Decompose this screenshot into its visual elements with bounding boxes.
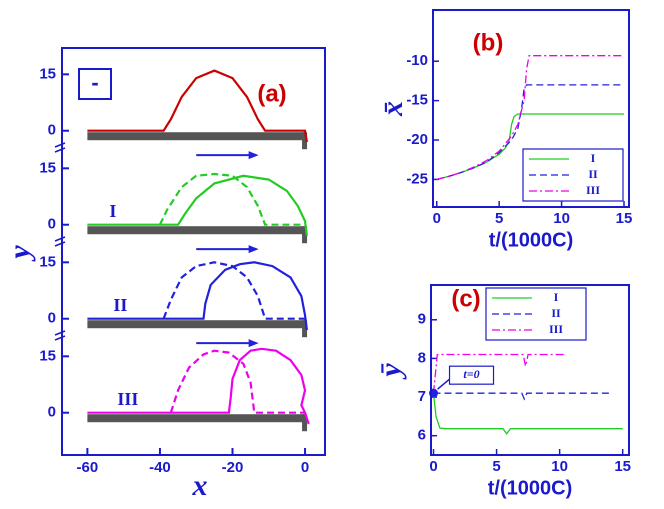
- frame: [61, 47, 326, 456]
- series-line: [87, 261, 308, 331]
- y-tick-label: 15: [39, 253, 56, 270]
- substrate-wall: [302, 320, 308, 338]
- annotation-box: [448, 365, 495, 385]
- y-tick-label: -15: [406, 92, 428, 109]
- annotation: -: [91, 70, 98, 95]
- x-tick-label: 5: [495, 210, 503, 227]
- series-line: [436, 55, 624, 181]
- y-axis-label: y: [3, 245, 36, 262]
- y-tick-label: 0: [48, 122, 56, 139]
- panel-label: I: [109, 201, 116, 221]
- frame: [430, 284, 630, 456]
- y-tick-label: -20: [406, 131, 428, 148]
- x-tick-label: -60: [77, 459, 99, 476]
- frame: [432, 9, 630, 208]
- legend-label: I: [591, 151, 596, 165]
- series-line: [87, 347, 310, 425]
- panel-label: III: [117, 389, 138, 409]
- x-tick-label: 15: [614, 458, 631, 475]
- series-line: [432, 353, 566, 394]
- arrow-head: [248, 151, 259, 160]
- substrate: [87, 414, 307, 423]
- y-tick-label: 6: [418, 427, 426, 444]
- y-tick-label: 8: [418, 349, 426, 366]
- legend-label: II: [551, 306, 561, 320]
- substrate: [87, 226, 307, 235]
- series-line: [433, 392, 611, 401]
- legend-box: [522, 148, 624, 202]
- x-tick-label: 5: [492, 458, 500, 475]
- x-axis-label: t/(1000C): [488, 477, 572, 499]
- x-tick-label: 0: [301, 459, 309, 476]
- axis-break: [54, 142, 66, 153]
- series-line: [87, 174, 308, 237]
- series-line: [158, 172, 305, 226]
- x-tick-label: 0: [433, 210, 441, 227]
- y-tick-label: 0: [48, 310, 56, 327]
- y-tick-label: 9: [418, 311, 426, 328]
- x-axis-label: x: [192, 469, 208, 502]
- y-axis-label: ȳ: [374, 363, 407, 380]
- axis-break: [54, 236, 66, 247]
- series-line: [87, 69, 308, 143]
- arrow-head: [248, 245, 259, 254]
- x-tick-label: 10: [553, 210, 570, 227]
- legend-label: III: [549, 322, 563, 336]
- x-tick-label: 10: [551, 458, 568, 475]
- y-tick-label: 0: [48, 216, 56, 233]
- series-line: [162, 261, 305, 320]
- legend-label: II: [588, 167, 598, 181]
- substrate: [87, 320, 307, 329]
- panel-label: II: [113, 295, 127, 315]
- series-line: [432, 393, 623, 435]
- chart-title: (b): [473, 29, 504, 56]
- annotation-arrow: [437, 378, 451, 390]
- series-line: [169, 349, 305, 414]
- y-tick-label: 15: [39, 159, 56, 176]
- annotation-box: [78, 68, 112, 100]
- substrate-wall: [302, 414, 308, 432]
- x-tick-label: -20: [222, 459, 244, 476]
- x-tick-label: 15: [616, 210, 633, 227]
- x-tick-label: 0: [429, 458, 437, 475]
- chart-title: (a): [257, 80, 286, 107]
- y-tick-label: 15: [39, 347, 56, 364]
- chart-title: (c): [451, 285, 480, 312]
- substrate-wall: [302, 132, 308, 150]
- y-tick-label: -10: [406, 52, 428, 69]
- legend-box: [485, 287, 587, 341]
- y-tick-label: -25: [406, 170, 428, 187]
- y-tick-label: 7: [418, 388, 426, 405]
- legend-label: I: [554, 290, 559, 304]
- y-tick-label: 0: [48, 404, 56, 421]
- y-tick-label: 15: [39, 65, 56, 82]
- x-tick-label: -40: [149, 459, 171, 476]
- substrate: [87, 132, 307, 141]
- x-axis-label: t/(1000C): [489, 229, 573, 251]
- y-axis-label: x̄: [376, 101, 409, 117]
- axis-break: [54, 330, 66, 341]
- arrow-head: [248, 339, 259, 348]
- legend-label: III: [586, 183, 600, 197]
- substrate-wall: [302, 226, 308, 244]
- annotation: t=0: [463, 367, 479, 381]
